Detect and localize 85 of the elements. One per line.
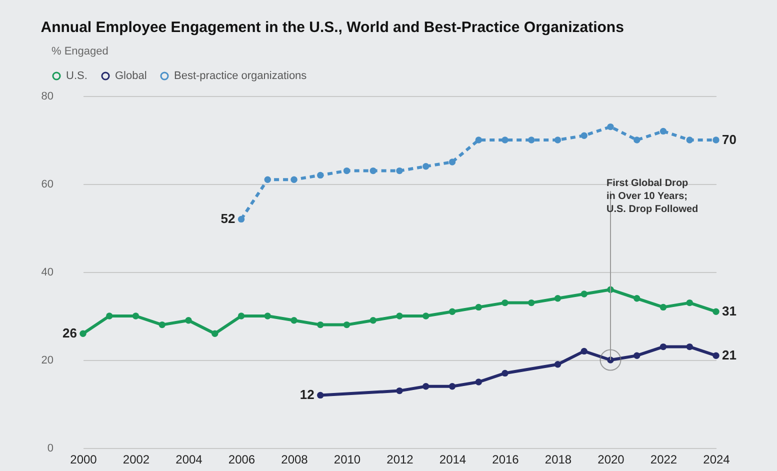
point <box>212 330 218 337</box>
x-tick-label: 2012 <box>386 452 414 466</box>
point <box>502 299 508 306</box>
point <box>580 290 588 298</box>
point <box>554 295 562 302</box>
legend-label: U.S. <box>66 70 88 82</box>
point <box>502 136 508 144</box>
point <box>554 136 562 144</box>
point <box>343 167 350 174</box>
point <box>528 136 535 144</box>
point <box>422 312 430 320</box>
legend-label: Best-practice organizations <box>174 70 308 82</box>
point <box>712 136 720 144</box>
point <box>528 299 535 306</box>
x-tick-label: 2008 <box>281 452 308 466</box>
y-axis-title: % Engaged <box>52 46 108 58</box>
y-tick-label: 80 <box>41 90 54 102</box>
point <box>238 312 245 320</box>
point <box>238 216 245 223</box>
data-label: 26 <box>62 326 77 341</box>
point <box>475 136 482 144</box>
x-tick-label: 2004 <box>176 452 203 466</box>
y-tick-label: 60 <box>41 178 54 190</box>
point <box>158 321 166 328</box>
x-tick-label: 2006 <box>228 452 256 466</box>
x-tick-label: 2016 <box>492 452 520 466</box>
point <box>264 312 271 320</box>
point <box>317 392 324 399</box>
point <box>370 317 376 324</box>
point <box>660 304 667 311</box>
point <box>502 370 508 377</box>
point <box>634 295 640 302</box>
point <box>396 387 403 394</box>
point <box>475 378 482 386</box>
data-label: 12 <box>300 387 314 402</box>
x-tick-label: 2024 <box>703 452 730 466</box>
point <box>185 317 192 324</box>
point <box>317 321 324 328</box>
y-tick-label: 20 <box>41 354 54 366</box>
point <box>712 352 720 359</box>
point <box>343 321 350 328</box>
point <box>660 343 667 350</box>
x-tick-label: 2002 <box>122 452 150 466</box>
point <box>554 361 562 368</box>
point <box>448 158 456 166</box>
data-label: 52 <box>220 211 236 226</box>
annotation: First Global Drop in Over 10 Years; U.S. Drop Followed <box>606 178 698 215</box>
data-label: 31 <box>722 304 736 319</box>
point <box>634 352 640 359</box>
point <box>448 383 456 390</box>
chart-title: Annual Employee Engagement in the U.S., World and Best-Practice Organizations <box>40 19 624 36</box>
point <box>607 123 614 130</box>
point <box>686 136 693 144</box>
legend-label: Global <box>115 70 147 82</box>
point <box>475 304 482 311</box>
x-tick-label: 2000 <box>70 452 98 466</box>
point <box>264 176 271 183</box>
point <box>370 167 376 174</box>
x-tick-label: 2010 <box>334 452 361 466</box>
point <box>580 132 588 139</box>
point <box>660 128 667 135</box>
point <box>422 383 430 390</box>
x-tick-label: 2020 <box>598 452 625 466</box>
point <box>712 308 720 315</box>
point <box>80 330 86 337</box>
x-tick-label: 2022 <box>650 452 678 466</box>
point <box>290 176 298 183</box>
data-label: 21 <box>722 348 736 363</box>
y-tick-label: 0 <box>47 442 54 454</box>
point <box>106 312 113 320</box>
point <box>422 163 430 170</box>
x-tick-label: 2014 <box>439 452 466 466</box>
point <box>686 299 693 306</box>
point <box>396 167 403 174</box>
point <box>580 348 588 355</box>
point <box>634 136 640 144</box>
x-tick-label: 2018 <box>544 452 572 466</box>
point <box>396 312 403 320</box>
y-tick-label: 40 <box>41 266 54 278</box>
point <box>317 172 324 179</box>
data-label: 70 <box>722 132 736 147</box>
point <box>290 317 298 324</box>
point <box>448 308 456 315</box>
point <box>686 343 693 350</box>
point <box>132 312 140 320</box>
